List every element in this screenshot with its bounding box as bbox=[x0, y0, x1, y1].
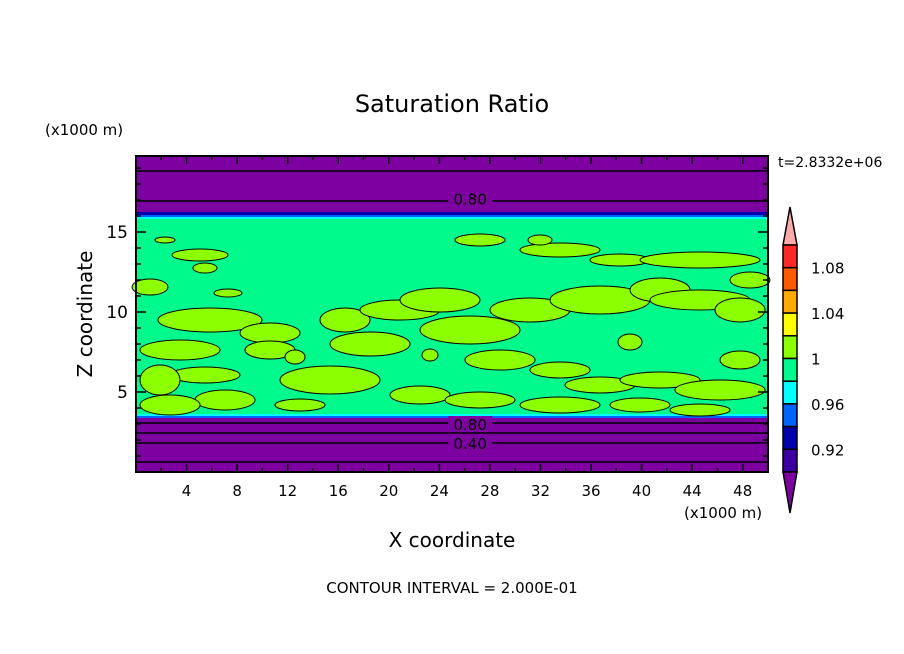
moist-blob bbox=[319, 307, 371, 333]
x-tick-label: 8 bbox=[232, 482, 242, 500]
x-tick-label: 24 bbox=[430, 482, 449, 500]
transition-band-top bbox=[136, 212, 768, 215]
moist-blob bbox=[464, 349, 536, 371]
moist-blob bbox=[169, 366, 241, 384]
chart-title: Saturation Ratio bbox=[355, 90, 549, 118]
colorbar-swatch bbox=[782, 448, 798, 473]
moist-blob bbox=[421, 348, 439, 362]
colorbar-swatch bbox=[782, 244, 798, 269]
colorbar-label: 1.08 bbox=[811, 260, 844, 278]
contour-label: 0.40 bbox=[453, 435, 486, 453]
moist-blob bbox=[609, 397, 671, 413]
colorbar-swatch bbox=[782, 335, 798, 360]
colorbar-label: 0.96 bbox=[811, 396, 844, 414]
moist-blob bbox=[194, 389, 256, 411]
x-tick-label: 36 bbox=[581, 482, 600, 500]
colorbar-swatch bbox=[782, 357, 798, 382]
moist-blob bbox=[213, 288, 243, 298]
x-tick-label: 12 bbox=[278, 482, 297, 500]
plot-area: 0.800.800.40 bbox=[131, 156, 771, 472]
contour-interval-footer: CONTOUR INTERVAL = 2.000E-01 bbox=[326, 579, 577, 597]
colorbar-swatch bbox=[782, 289, 798, 314]
moist-blob bbox=[399, 287, 481, 313]
x-tick-label: 28 bbox=[480, 482, 499, 500]
moist-blob bbox=[284, 349, 306, 365]
x-axis-label: X coordinate bbox=[389, 528, 516, 552]
colorbar: 1.08 1.04 1 0.96 0.92 bbox=[782, 206, 844, 514]
y-tick-label: 10 bbox=[106, 303, 128, 323]
x-tick-label: 16 bbox=[329, 482, 348, 500]
y-axis-label: Z coordinate bbox=[73, 251, 97, 378]
x-tick-label: 44 bbox=[683, 482, 702, 500]
moist-blob bbox=[139, 364, 181, 396]
y-unit-label: (x1000 m) bbox=[45, 121, 123, 139]
colorbar-label: 1.04 bbox=[811, 305, 844, 323]
plot-frame bbox=[135, 155, 769, 473]
moist-blob bbox=[619, 371, 701, 389]
moist-blob bbox=[239, 322, 301, 344]
colorbar-under-triangle bbox=[782, 471, 798, 514]
contour-label-bg bbox=[448, 190, 493, 207]
transition-band-bottom bbox=[136, 414, 768, 416]
moist-blob bbox=[171, 248, 229, 262]
moist-blob bbox=[519, 242, 601, 258]
moist-blob bbox=[639, 251, 761, 269]
colorbar-label: 0.92 bbox=[811, 441, 844, 459]
moist-blob bbox=[154, 236, 176, 244]
moist-blob bbox=[527, 234, 553, 246]
moist-blob bbox=[157, 307, 263, 333]
transition-band-top bbox=[136, 217, 768, 219]
contour-label-bg bbox=[448, 435, 493, 452]
x-tick-label: 48 bbox=[733, 482, 752, 500]
colorbar-swatch bbox=[782, 266, 798, 292]
colorbar-over-triangle bbox=[782, 206, 798, 246]
moist-blob bbox=[139, 394, 201, 416]
moist-blob bbox=[192, 262, 218, 274]
moist-blob bbox=[719, 350, 761, 370]
contour-label: 0.80 bbox=[453, 416, 486, 434]
x-unit-label: (x1000 m) bbox=[684, 504, 762, 522]
moist-blob bbox=[131, 278, 169, 296]
x-tick-label: 40 bbox=[632, 482, 651, 500]
transition-band-top bbox=[136, 215, 768, 217]
moist-blob bbox=[329, 331, 411, 357]
moist-blob bbox=[529, 361, 591, 379]
y-tick-label: 5 bbox=[117, 383, 128, 403]
moist-blob bbox=[669, 403, 731, 417]
colorbar-swatch bbox=[782, 425, 798, 451]
moist-blob bbox=[274, 398, 326, 412]
moist-blob bbox=[454, 233, 506, 247]
moist-blob bbox=[674, 379, 766, 401]
moist-blob bbox=[419, 315, 521, 345]
contour-label: 0.80 bbox=[453, 190, 486, 208]
colorbar-swatch bbox=[782, 403, 798, 428]
moist-blob bbox=[617, 333, 643, 351]
x-tick-label: 20 bbox=[379, 482, 398, 500]
colorbar-swatch bbox=[782, 380, 798, 405]
x-tick-label: 32 bbox=[531, 482, 550, 500]
moist-blob bbox=[519, 396, 601, 414]
colorbar-label: 1 bbox=[811, 351, 821, 369]
time-label: t=2.8332e+06 bbox=[778, 155, 882, 171]
x-tick-label: 4 bbox=[182, 482, 192, 500]
colorbar-swatch bbox=[782, 312, 798, 337]
moist-blob bbox=[139, 339, 221, 361]
moist-blob bbox=[714, 297, 766, 323]
moist-blob bbox=[389, 385, 451, 405]
moist-blob bbox=[444, 391, 516, 409]
contour-label-bg bbox=[448, 416, 493, 432]
moist-blob bbox=[279, 365, 381, 395]
moist-blob bbox=[729, 271, 771, 289]
y-tick-label: 15 bbox=[106, 223, 128, 243]
